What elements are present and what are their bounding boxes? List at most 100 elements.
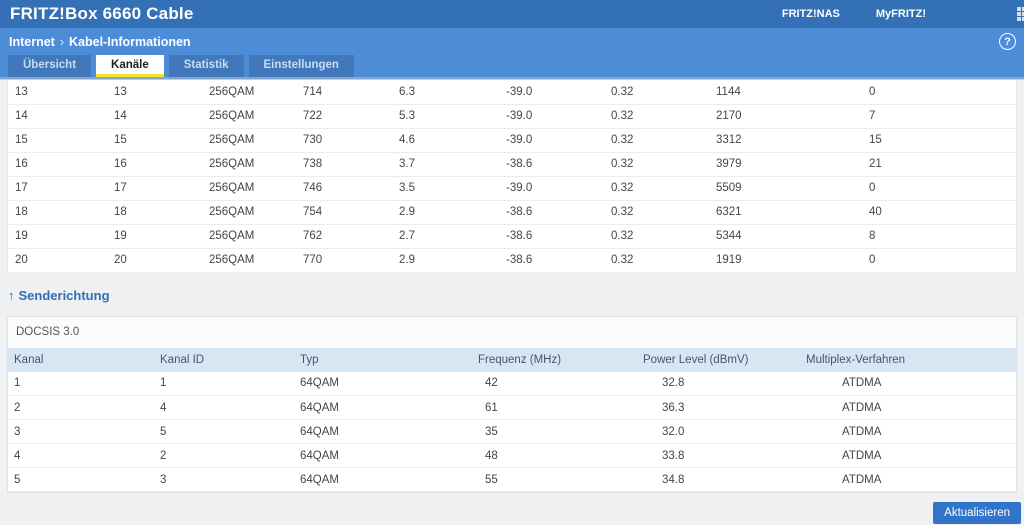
cell-level: 5.3	[392, 104, 499, 128]
cell-mse: -38.6	[499, 200, 604, 224]
cell-typ: 256QAM	[202, 176, 296, 200]
tab-bar: Übersicht Kanäle Statistik Einstellungen	[0, 55, 1024, 77]
cell-level: 3.7	[392, 152, 499, 176]
cell-kanal: 1	[8, 372, 154, 396]
cell-latenz: 0.32	[604, 248, 709, 272]
cell-kanal: 2	[8, 396, 154, 420]
cell-nicht-korrigierbare-fehler: 21	[862, 152, 1016, 176]
cell-typ: 64QAM	[294, 396, 472, 420]
tab-statistik[interactable]: Statistik	[169, 55, 244, 77]
cell-kanal-id: 14	[107, 104, 202, 128]
cell-typ: 256QAM	[202, 248, 296, 272]
cell-frequenz: 730	[296, 128, 392, 152]
myfritz-link[interactable]: MyFRITZ!	[876, 8, 926, 20]
help-icon[interactable]: ?	[999, 33, 1016, 50]
cell-kanal-id: 18	[107, 200, 202, 224]
cell-mse: -39.0	[499, 104, 604, 128]
column-header: Power Level (dBmV)	[637, 348, 800, 372]
breadcrumb: Internet › Kabel-Informationen ?	[0, 28, 1024, 55]
cell-kanal: 3	[8, 420, 154, 444]
help-glyph: ?	[1004, 36, 1011, 48]
table-row: 15 15 256QAM 730 4.6 -39.0 0.32 3312 15	[8, 128, 1016, 152]
table-row: 18 18 256QAM 754 2.9 -38.6 0.32 6321 40	[8, 200, 1016, 224]
cell-multiplex: ATDMA	[800, 420, 1016, 444]
breadcrumb-section[interactable]: Internet	[9, 35, 55, 49]
cell-nicht-korrigierbare-fehler: 7	[862, 104, 1016, 128]
upstream-table-body: 1 1 64QAM 42 32.8 ATDMA 2 4 64QAM 61 36.…	[8, 372, 1016, 492]
cell-mse: -39.0	[499, 128, 604, 152]
cell-multiplex: ATDMA	[800, 396, 1016, 420]
cell-frequenz: 714	[296, 80, 392, 104]
cell-kanal-id: 13	[107, 80, 202, 104]
cell-korrigierbare-fehler: 1919	[709, 248, 862, 272]
cell-nicht-korrigierbare-fehler: 40	[862, 200, 1016, 224]
column-header: Typ	[294, 348, 472, 372]
docsis-label: DOCSIS 3.0	[8, 317, 1016, 348]
cell-korrigierbare-fehler: 6321	[709, 200, 862, 224]
cell-kanal: 13	[8, 80, 107, 104]
refresh-button[interactable]: Aktualisieren	[933, 502, 1021, 524]
cell-typ: 256QAM	[202, 80, 296, 104]
cell-kanal: 4	[8, 444, 154, 468]
table-row: 4 2 64QAM 48 33.8 ATDMA	[8, 444, 1016, 468]
tab-einstellungen[interactable]: Einstellungen	[249, 55, 354, 77]
cell-typ: 256QAM	[202, 104, 296, 128]
menu-icon[interactable]	[1017, 7, 1024, 21]
cell-frequenz: 42	[472, 372, 637, 396]
cell-frequenz: 48	[472, 444, 637, 468]
cell-frequenz: 762	[296, 224, 392, 248]
cell-power-level: 34.8	[637, 468, 800, 492]
cell-level: 2.9	[392, 200, 499, 224]
cell-frequenz: 35	[472, 420, 637, 444]
cell-korrigierbare-fehler: 3312	[709, 128, 862, 152]
cell-nicht-korrigierbare-fehler: 0	[862, 248, 1016, 272]
cell-level: 2.7	[392, 224, 499, 248]
cell-korrigierbare-fehler: 5509	[709, 176, 862, 200]
cell-kanal-id: 15	[107, 128, 202, 152]
breadcrumb-separator-icon: ›	[55, 35, 69, 49]
cell-kanal: 20	[8, 248, 107, 272]
cell-frequenz: 746	[296, 176, 392, 200]
cell-typ: 256QAM	[202, 152, 296, 176]
table-row: 1 1 64QAM 42 32.8 ATDMA	[8, 372, 1016, 396]
cell-typ: 256QAM	[202, 128, 296, 152]
breadcrumb-page[interactable]: Kabel-Informationen	[69, 35, 191, 49]
cell-kanal: 17	[8, 176, 107, 200]
table-row: 13 13 256QAM 714 6.3 -39.0 0.32 1144 0	[8, 80, 1016, 104]
cell-frequenz: 55	[472, 468, 637, 492]
fritznas-link[interactable]: FRITZ!NAS	[782, 8, 840, 20]
cell-typ: 64QAM	[294, 420, 472, 444]
app-title: FRITZ!Box 6660 Cable	[0, 4, 194, 24]
cell-mse: -39.0	[499, 176, 604, 200]
cell-kanal-id: 16	[107, 152, 202, 176]
cell-kanal: 5	[8, 468, 154, 492]
column-header: Frequenz (MHz)	[472, 348, 637, 372]
table-row: 17 17 256QAM 746 3.5 -39.0 0.32 5509 0	[8, 176, 1016, 200]
topbar-links: FRITZ!NAS MyFRITZ!	[782, 8, 926, 20]
cell-typ: 64QAM	[294, 468, 472, 492]
cell-frequenz: 722	[296, 104, 392, 128]
cell-korrigierbare-fehler: 2170	[709, 104, 862, 128]
cell-power-level: 36.3	[637, 396, 800, 420]
cell-typ: 64QAM	[294, 372, 472, 396]
cell-korrigierbare-fehler: 1144	[709, 80, 862, 104]
tab-uebersicht[interactable]: Übersicht	[8, 55, 91, 77]
upstream-panel: DOCSIS 3.0 KanalKanal IDTypFrequenz (MHz…	[7, 316, 1017, 494]
cell-level: 2.9	[392, 248, 499, 272]
cell-latenz: 0.32	[604, 176, 709, 200]
cell-kanal-id: 20	[107, 248, 202, 272]
cell-multiplex: ATDMA	[800, 444, 1016, 468]
cell-level: 4.6	[392, 128, 499, 152]
table-row: 5 3 64QAM 55 34.8 ATDMA	[8, 468, 1016, 492]
cell-mse: -38.6	[499, 248, 604, 272]
cell-kanal: 19	[8, 224, 107, 248]
cell-level: 3.5	[392, 176, 499, 200]
cell-power-level: 33.8	[637, 444, 800, 468]
tab-kanaele[interactable]: Kanäle	[96, 55, 164, 77]
cell-kanal-id: 19	[107, 224, 202, 248]
cell-multiplex: ATDMA	[800, 372, 1016, 396]
cell-typ: 256QAM	[202, 200, 296, 224]
footer: Aktualisieren	[933, 502, 1021, 524]
cell-typ: 64QAM	[294, 444, 472, 468]
cell-kanal: 16	[8, 152, 107, 176]
